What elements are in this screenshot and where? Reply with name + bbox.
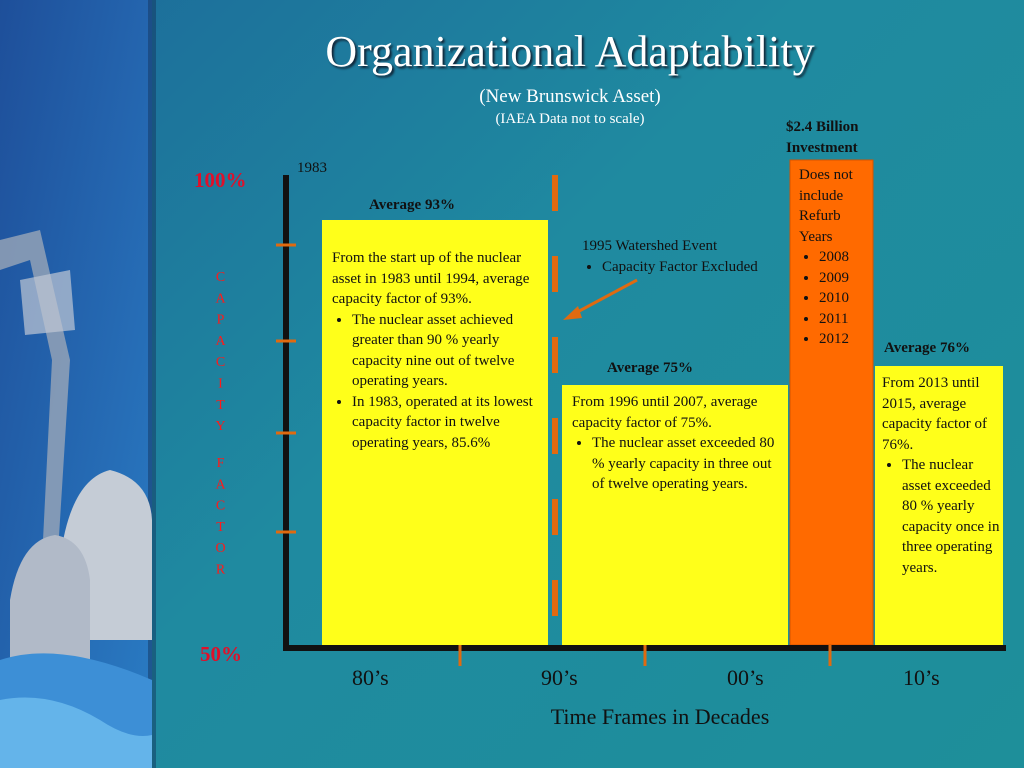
bullet: In 1983, operated at its lowest capacity…	[352, 392, 544, 454]
bullet: 2009	[819, 268, 871, 289]
investment-heading: $2.4 Billion Investment	[786, 119, 859, 156]
bullets: The nuclear asset exceeded 80 % yearly c…	[882, 455, 1000, 578]
axis-top: 100%	[194, 168, 247, 192]
event-arrow	[569, 278, 638, 318]
bullets: The nuclear asset achieved greater than …	[332, 310, 544, 454]
bullet: 2010	[819, 288, 871, 309]
bullet: Capacity Factor Excluded	[602, 257, 787, 278]
event: 1995 Watershed Event Capacity Factor Exc…	[582, 236, 787, 277]
bullets: Capacity Factor Excluded	[582, 257, 787, 278]
bullet: The nuclear asset exceeded 80 % yearly c…	[592, 433, 784, 495]
y-label: FACTOR	[213, 456, 228, 584]
paragraph: Does not include Refurb Years	[799, 167, 853, 245]
bullets: 2008 2009 2010 2011 2012	[799, 247, 871, 350]
x-label: 90’s	[541, 665, 578, 690]
paragraph: From the start up of the nuclear asset i…	[332, 250, 530, 307]
pylon-head	[20, 270, 75, 335]
paragraph: From 2013 until 2015, average capacity f…	[882, 375, 987, 453]
y-label: CAPACITY	[213, 270, 228, 441]
arrow-head	[563, 306, 582, 320]
block-heading: Average 93%	[369, 197, 455, 213]
block-text: From the start up of the nuclear asset i…	[332, 248, 544, 453]
bullets: The nuclear asset exceeded 80 % yearly c…	[572, 433, 784, 495]
x-label: 10’s	[903, 665, 940, 690]
period-box	[875, 366, 1003, 645]
side-shadow	[148, 0, 156, 768]
block-text: From 1996 until 2007, average capacity f…	[572, 392, 784, 495]
title: Organizational Adaptability	[325, 27, 815, 76]
x-title: Time Frames in Decades	[550, 704, 770, 729]
paragraph: From 1996 until 2007, average capacity f…	[572, 394, 758, 431]
tower	[10, 535, 90, 660]
investment-text: Does not include Refurb Years 2008 2009 …	[799, 165, 871, 350]
subtitle: (New Brunswick Asset)	[479, 86, 661, 107]
x-label: 80’s	[352, 665, 389, 690]
water	[0, 697, 152, 768]
bullet: 2011	[819, 309, 871, 330]
bullet: 2012	[819, 329, 871, 350]
bullet: 2008	[819, 247, 871, 268]
ticks	[276, 243, 832, 666]
axis-bottom: 50%	[200, 642, 242, 666]
bullet: The nuclear asset achieved greater than …	[352, 310, 544, 392]
start-year: 1983	[297, 160, 327, 176]
block-heading: Average 76%	[884, 340, 970, 356]
period-box	[322, 220, 548, 645]
bullet: The nuclear asset exceeded 80 % yearly c…	[902, 455, 1000, 578]
x-label: 00’s	[727, 665, 764, 690]
note: (IAEA Data not to scale)	[495, 111, 645, 127]
block-text: From 2013 until 2015, average capacity f…	[882, 373, 1000, 578]
period-box	[562, 385, 788, 645]
block-heading: Average 75%	[607, 360, 693, 376]
event-title: 1995 Watershed Event	[582, 238, 718, 254]
refurb-box	[789, 159, 874, 646]
